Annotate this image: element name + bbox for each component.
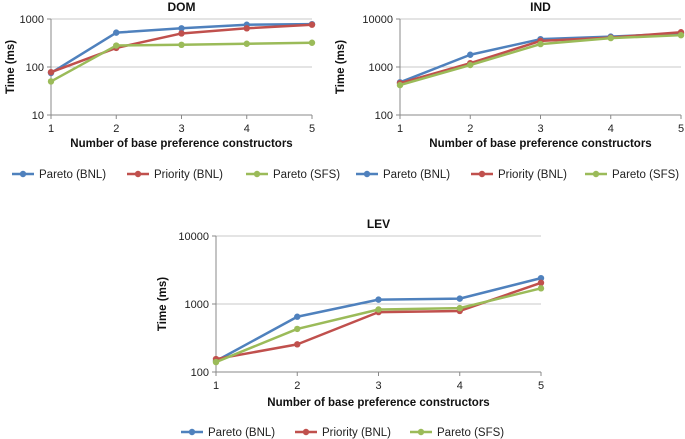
- data-point-pareto-sfs: [47, 78, 55, 85]
- legend-swatch-marker: [363, 170, 371, 178]
- legend-item-pareto-sfs: Pareto (SFS): [246, 169, 340, 181]
- legend-item-priority-bnl: Priority (BNL): [471, 169, 567, 181]
- data-point-pareto-sfs: [375, 306, 382, 313]
- y-axis-label: Time (ms): [5, 40, 17, 94]
- y-tick-label: 10000: [362, 14, 393, 26]
- chart-title: IND: [530, 0, 551, 14]
- x-tick-label: 4: [457, 380, 463, 392]
- x-tick-label: 2: [113, 123, 119, 135]
- legend-label: Pareto (SFS): [612, 169, 679, 181]
- x-tick-label: 5: [678, 123, 684, 135]
- y-tick-label: 100: [26, 62, 44, 74]
- legend-label: Pareto (BNL): [39, 169, 106, 181]
- data-point-pareto-sfs: [308, 39, 316, 46]
- legend-swatch-marker: [592, 170, 600, 178]
- data-point-pareto-sfs: [607, 34, 614, 42]
- chart-title: DOM: [168, 0, 196, 14]
- chart-title: LEV: [367, 217, 390, 231]
- x-axis-label: Number of base preference constructors: [70, 138, 292, 150]
- x-tick-label: 4: [244, 123, 250, 135]
- data-point-priority-bnl: [178, 30, 185, 37]
- x-tick-label: 5: [538, 380, 544, 392]
- legend-item-pareto-bnl: Pareto (BNL): [356, 169, 450, 181]
- legend-swatch-marker: [19, 170, 27, 178]
- data-point-pareto-sfs: [456, 304, 463, 312]
- x-tick-label: 1: [213, 380, 219, 392]
- legend-label: Pareto (BNL): [383, 169, 450, 181]
- y-axis-label: Time (ms): [157, 277, 169, 331]
- chart-lev: 100 1000 10000 1 2 3 4 5 LEV Number of base prefe…: [157, 217, 545, 439]
- series-line-pareto-bnl: [215, 276, 542, 363]
- series-line-priority-bnl: [215, 281, 542, 361]
- y-tick-label: 100: [375, 110, 393, 122]
- legend-item-priority-bnl: Priority (BNL): [295, 427, 391, 439]
- data-point-pareto-bnl: [294, 313, 301, 320]
- legend-swatch-marker: [417, 428, 425, 436]
- y-tick-label: 1000: [369, 62, 393, 74]
- data-point-priority-bnl: [243, 25, 250, 32]
- data-point-pareto-sfs: [677, 31, 685, 39]
- legend-label: Priority (BNL): [498, 169, 567, 181]
- x-tick-label: 3: [537, 123, 543, 135]
- data-point-priority-bnl: [294, 341, 301, 348]
- y-tick-label: 1000: [20, 14, 44, 26]
- x-tick-label: 4: [608, 123, 614, 135]
- data-point-pareto-bnl: [537, 274, 545, 282]
- data-point-priority-bnl: [47, 68, 55, 76]
- data-point-pareto-sfs: [212, 358, 220, 366]
- data-point-pareto-sfs: [537, 40, 544, 48]
- legend-swatch-marker: [478, 170, 486, 178]
- data-point-pareto-bnl: [178, 25, 185, 32]
- y-tick-label: 100: [191, 367, 209, 379]
- data-point-priority-bnl: [308, 21, 316, 28]
- data-point-pareto-bnl: [467, 51, 474, 58]
- legend-item-pareto-bnl: Pareto (BNL): [12, 169, 106, 181]
- legend-item-priority-bnl: Priority (BNL): [127, 169, 223, 181]
- y-tick-label: 10: [32, 110, 44, 122]
- data-point-pareto-bnl: [456, 295, 463, 302]
- legend-item-pareto-sfs: Pareto (SFS): [585, 169, 679, 181]
- x-axis-label: Number of base preference constructors: [267, 397, 489, 409]
- x-tick-label: 3: [375, 380, 381, 392]
- data-point-pareto-sfs: [178, 41, 185, 49]
- x-axis-label: Number of base preference constructors: [429, 138, 651, 150]
- chart-ind: 100 1000 10000 1 2 3 4 5 IND Number of base prefe…: [335, 0, 685, 181]
- data-point-pareto-sfs: [396, 81, 404, 89]
- data-point-pareto-sfs: [294, 325, 301, 333]
- legend-label: Pareto (BNL): [208, 427, 275, 439]
- legend-label: Priority (BNL): [154, 169, 223, 181]
- x-tick-label: 1: [48, 123, 54, 135]
- x-tick-label: 5: [309, 123, 315, 135]
- data-point-pareto-sfs: [467, 61, 474, 69]
- legend-item-pareto-sfs: Pareto (SFS): [410, 427, 504, 439]
- legend-item-pareto-bnl: Pareto (BNL): [181, 427, 275, 439]
- legend-label: Priority (BNL): [322, 427, 391, 439]
- x-tick-label: 3: [178, 123, 184, 135]
- legend-label: Pareto (SFS): [437, 427, 504, 439]
- data-point-pareto-bnl: [375, 296, 382, 303]
- legend-swatch-marker: [188, 428, 196, 436]
- legend-swatch-marker: [302, 428, 310, 436]
- data-point-pareto-sfs: [113, 42, 120, 49]
- data-point-pareto-sfs: [537, 285, 545, 292]
- legend-label: Pareto (SFS): [273, 169, 340, 181]
- x-tick-label: 1: [397, 123, 403, 135]
- x-tick-label: 2: [294, 380, 300, 392]
- y-axis-label: Time (ms): [335, 40, 347, 94]
- y-tick-label: 10000: [178, 231, 209, 243]
- data-point-pareto-bnl: [113, 29, 120, 36]
- y-tick-label: 1000: [185, 299, 209, 311]
- x-tick-label: 2: [467, 123, 473, 135]
- data-point-priority-bnl: [537, 279, 545, 287]
- legend-swatch-marker: [134, 170, 142, 178]
- chart-dom: 10 100 1000 1 2 3 4 5 DOM Number of base preferen…: [5, 0, 340, 181]
- legend-swatch-marker: [253, 170, 261, 178]
- data-point-pareto-sfs: [243, 40, 250, 47]
